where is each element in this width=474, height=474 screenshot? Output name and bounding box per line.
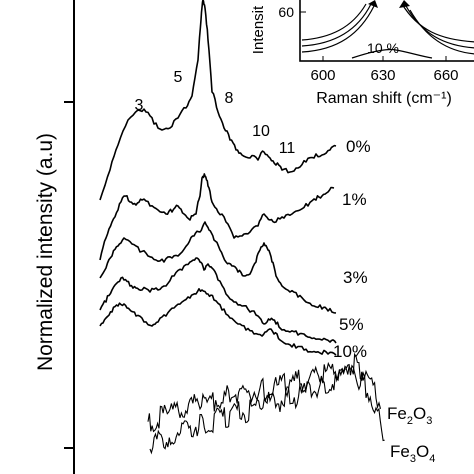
series-label-0: 0%: [346, 137, 371, 156]
inset-annotation: 10 %: [367, 40, 399, 56]
peak-label: 5: [174, 69, 183, 86]
inset-peak-marker: [399, 0, 410, 8]
spectra-group: [99, 0, 385, 455]
series-label-1: 1%: [342, 190, 367, 209]
reference-label-fe2o3: Fe2O3: [387, 404, 432, 427]
peak-label: 8: [225, 90, 234, 107]
inset-curve: [351, 48, 433, 59]
inset-x-label: Raman shift (cm⁻¹): [316, 90, 452, 107]
inset-peak-marker: [368, 0, 378, 8]
reference-spectrum-0: [147, 352, 382, 433]
inset-curve: [301, 3, 367, 41]
spectrum-line-3: [99, 257, 337, 344]
y-axis-label: Normalized intensity (a.u): [34, 133, 57, 371]
peak-label: 10: [252, 123, 270, 140]
peak-label: 11: [279, 140, 296, 157]
spectrum-line-4: [99, 288, 337, 356]
inset-curve: [405, 5, 474, 49]
inset-curve: [301, 3, 372, 47]
series-label-2: 3%: [343, 268, 368, 287]
inset-curve: [401, 3, 474, 43]
spectrum-line-1: [99, 173, 335, 261]
inset-x-tick-label: 660: [433, 67, 458, 84]
series-label-3: 5%: [339, 315, 364, 334]
inset-x-tick-label: 630: [370, 67, 395, 84]
inset-frame: [299, 0, 474, 62]
reference-label-fe3o4: Fe3O4: [390, 442, 435, 465]
inset-x-tick-label: 600: [310, 67, 335, 84]
inset-plot: Intensit 60 10 % 600 630 660 Raman shift…: [250, 0, 474, 107]
inset-y-tick-label: 60: [278, 4, 294, 20]
series-label-4: 10%: [333, 342, 367, 361]
spectrum-line-0: [99, 0, 337, 201]
inset-curve: [301, 5, 375, 53]
spectrum-line-2: [99, 221, 337, 314]
peak-label: 3: [135, 97, 144, 114]
inset-curve: [409, 9, 474, 55]
inset-y-label: Intensit: [250, 5, 267, 54]
reference-spectrum-1: [149, 363, 385, 455]
